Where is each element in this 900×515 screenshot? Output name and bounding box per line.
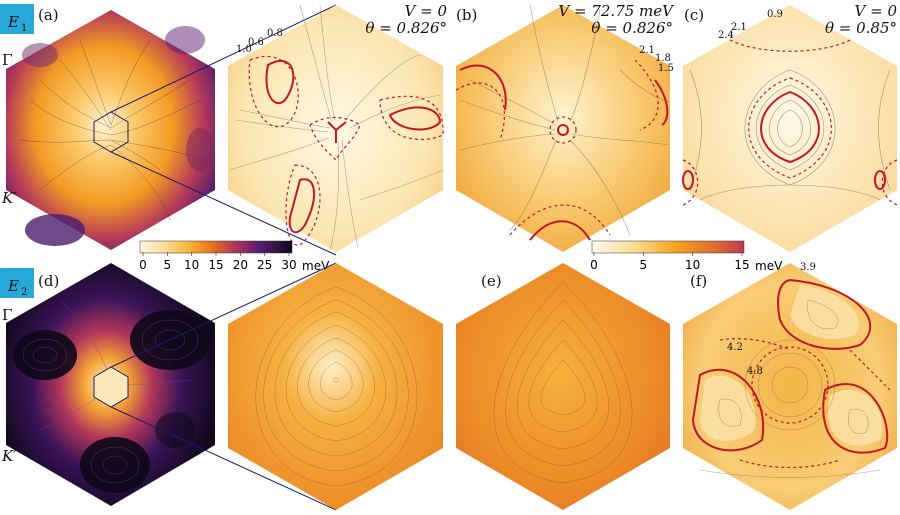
- row2-badge-sub: 2: [21, 287, 27, 298]
- panel-c-contours: [689, 69, 891, 201]
- orange-colorbar-ticks: 0 5 10 15: [590, 252, 750, 272]
- panel-b-contours: [459, 4, 671, 236]
- panel-e-hexagon: [456, 263, 670, 510]
- row1-badge: E 1: [0, 4, 34, 34]
- orange-colorbar-gradient: [591, 240, 745, 254]
- panel-a-zoom-theta: θ = 0.826°: [365, 19, 447, 37]
- row2-badge-letter: E: [7, 277, 19, 295]
- inferno-colorbar: 0 5 10 15 20 25 30 meV: [139, 240, 330, 273]
- zoom-connector-top: [110, 4, 337, 113]
- row1-badge-sub: 1: [21, 23, 27, 34]
- inferno-colorbar-tick-label: 0: [139, 258, 147, 272]
- zoom2-connector-top: [110, 262, 337, 368]
- panel-b-V: V = 72.75 meV: [558, 2, 675, 20]
- zoom2-connector-bottom: [110, 406, 337, 511]
- panel-d-zoom-contours: [255, 286, 418, 487]
- orange-colorbar-unit: meV: [755, 259, 783, 273]
- inferno-colorbar-tick-label: 30: [281, 258, 296, 272]
- panel-c-theta: θ = 0.85°: [825, 19, 897, 37]
- panel-d-kprime: K′: [1, 447, 17, 465]
- panel-b-contour-label-1: 2.1: [639, 45, 655, 56]
- orange-colorbar: 0 5 10 15 meV: [590, 240, 783, 273]
- panel-a-zoom-V: V = 0: [405, 2, 448, 20]
- panel-f-dashed-contours: [719, 338, 891, 469]
- panel-a-hexagon: [6, 10, 215, 250]
- zoom-contour-label-3: 0.8: [267, 28, 283, 39]
- panel-b-contour-label-3: 1.5: [658, 63, 674, 74]
- inferno-colorbar-tick-label: 10: [184, 258, 199, 272]
- inferno-colorbar-gradient: [139, 240, 293, 254]
- panel-f-contour-label-1: 3.9: [800, 262, 816, 273]
- panel-f-contour-label-3: 4.8: [747, 366, 763, 377]
- row1-badge-letter: E: [7, 13, 19, 31]
- zoom-connector-bottom: [110, 151, 337, 256]
- zoom-contour-label-2: 0.6: [248, 37, 264, 48]
- panel-f-red-contours: [691, 278, 889, 454]
- panel-d: (d) Γ K′: [1, 263, 215, 506]
- panel-a-label: (a): [38, 6, 59, 24]
- panel-b: 2.1 1.8 1.5 (b) V = 72.75 meV θ = 0.826°: [455, 2, 675, 252]
- panel-c: 0.9 2.1 2.4 (c) V = 0 θ = 0.85°: [682, 2, 898, 252]
- panel-f: 3.9 4.2 4.8 (f): [683, 262, 897, 510]
- orange-colorbar-tick-label: 15: [734, 258, 749, 272]
- panel-a-gamma: Γ: [2, 51, 12, 69]
- panel-b-theta: θ = 0.826°: [591, 19, 673, 37]
- panel-a: (a) Γ K′: [1, 6, 215, 250]
- panel-a-contours: [19, 39, 206, 221]
- panel-d-zoom: [228, 263, 443, 510]
- panel-a-kprime: K′: [1, 189, 17, 207]
- zoom-contour-label-1: 1.0: [236, 44, 252, 55]
- orange-colorbar-tick-label: 5: [640, 258, 648, 272]
- row2-badge: E 2: [0, 268, 34, 298]
- panel-d-gamma: Γ: [2, 306, 12, 324]
- panel-a-zoom-contours: [229, 4, 444, 251]
- panel-f-label: (f): [690, 272, 707, 290]
- panel-e-contours: [493, 281, 633, 484]
- panel-c-contour-label-2: 2.1: [731, 22, 747, 33]
- panel-a-zoom: 1.0 0.6 0.8 V = 0 θ = 0.826°: [228, 2, 447, 252]
- panel-a-zoom-red-contours: [265, 59, 442, 234]
- panel-c-V: V = 0: [855, 2, 898, 20]
- panel-f-contour-label-2: 4.2: [727, 342, 743, 353]
- panel-b-contour-label-2: 1.8: [655, 53, 671, 64]
- panel-c-label: (c): [684, 6, 704, 24]
- panel-b-label: (b): [456, 6, 477, 24]
- panel-c-red-contours: [682, 90, 886, 190]
- panel-b-dashed-contours: [455, 59, 659, 236]
- inferno-colorbar-ticks: 0 5 10 15 20 25 30: [139, 252, 297, 272]
- panel-c-dashed-contours: [682, 39, 898, 206]
- panel-c-contour-label-3: 2.4: [718, 30, 734, 41]
- panel-d-label: (d): [38, 272, 59, 290]
- panel-e-label: (e): [481, 272, 502, 290]
- inferno-colorbar-tick-label: 20: [233, 258, 248, 272]
- panel-e: (e): [456, 263, 670, 510]
- orange-colorbar-tick-label: 10: [685, 258, 700, 272]
- panel-c-contour-label-1: 0.9: [767, 9, 783, 20]
- panel-c-hexagon: [683, 5, 897, 252]
- panel-a-zoom-dashed-contours: [248, 56, 444, 246]
- panel-b-red-contours: [459, 64, 669, 241]
- inferno-colorbar-tick-label: 15: [208, 258, 223, 272]
- orange-colorbar-tick-label: 0: [590, 258, 598, 272]
- inferno-colorbar-tick-label: 25: [257, 258, 272, 272]
- panel-b-hexagon: [456, 5, 670, 252]
- inferno-colorbar-tick-label: 5: [164, 258, 172, 272]
